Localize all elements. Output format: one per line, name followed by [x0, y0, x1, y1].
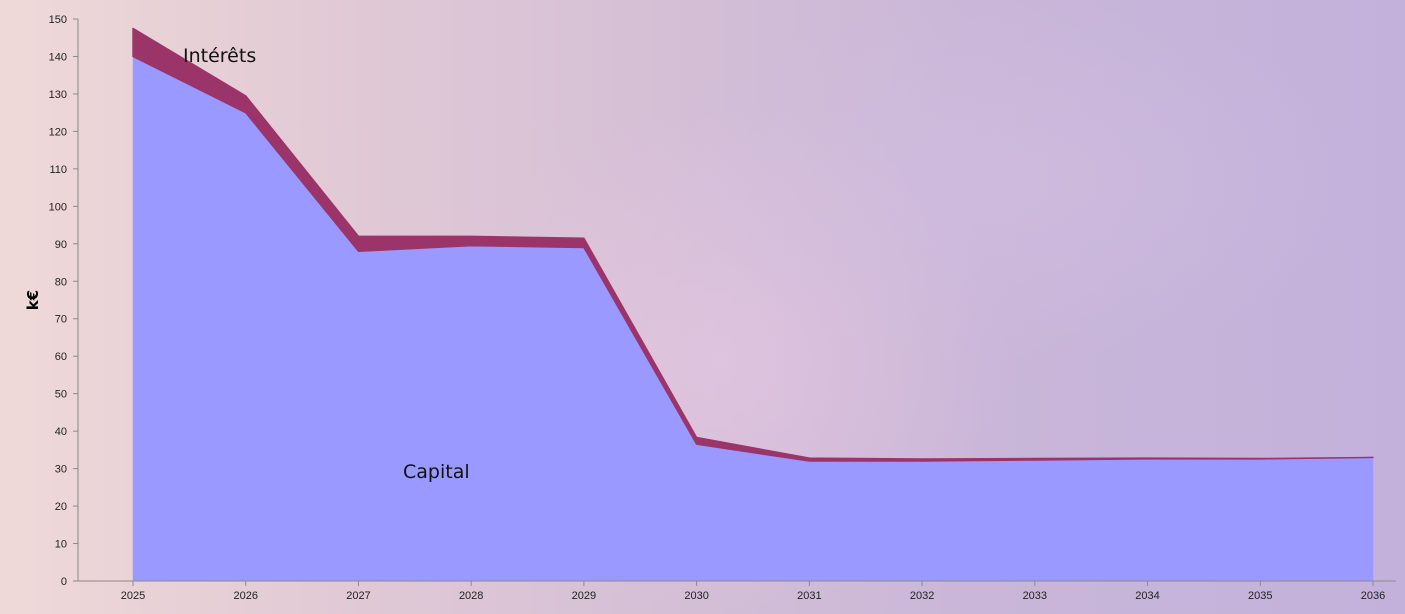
- x-tick-label: 2027: [346, 590, 370, 602]
- y-tick-label: 90: [55, 239, 67, 251]
- y-tick-label: 50: [55, 389, 67, 401]
- x-tick-label: 2030: [684, 590, 708, 602]
- y-tick-label: 0: [61, 576, 67, 588]
- y-tick-label: 60: [55, 351, 67, 363]
- y-tick-label: 140: [49, 51, 67, 63]
- x-tick-label: 2033: [1023, 590, 1047, 602]
- x-tick-label: 2035: [1248, 590, 1272, 602]
- y-tick-label: 70: [55, 314, 67, 326]
- y-tick-label: 10: [55, 539, 67, 551]
- x-tick-label: 2034: [1135, 590, 1159, 602]
- x-tick-label: 2026: [233, 590, 257, 602]
- capital-label: Capital: [403, 461, 470, 483]
- x-tick-label: 2036: [1361, 590, 1385, 602]
- y-ticks: 0 10 20 30 40 50 60 70 80 90 100 110 120 130 140 150: [49, 14, 78, 588]
- x-tick-label: 2025: [121, 590, 145, 602]
- x-tick-label: 2032: [910, 590, 934, 602]
- axes: [77, 19, 1396, 582]
- y-tick-label: 40: [55, 426, 67, 438]
- area-series-1: [132, 27, 1374, 462]
- y-tick-label: 150: [49, 14, 67, 26]
- x-tick-label: 2029: [572, 590, 596, 602]
- y-tick-label: 130: [49, 89, 67, 101]
- y-axis-title: k€: [24, 290, 42, 310]
- y-tick-label: 100: [49, 201, 67, 213]
- x-ticks: 2025 2026 2027 2028 2029 2030 2031 2032 2033 2034…: [121, 581, 1385, 602]
- area-series-0: [132, 56, 1374, 582]
- y-tick-label: 80: [55, 276, 67, 288]
- y-tick-label: 20: [55, 501, 67, 513]
- y-tick-label: 110: [49, 164, 67, 176]
- interets-label: Intérêts: [183, 45, 256, 67]
- x-tick-label: 2031: [797, 590, 821, 602]
- y-tick-label: 120: [49, 126, 67, 138]
- x-tick-label: 2028: [459, 590, 483, 602]
- y-tick-label: 30: [55, 464, 67, 476]
- plot-areas: [132, 27, 1374, 582]
